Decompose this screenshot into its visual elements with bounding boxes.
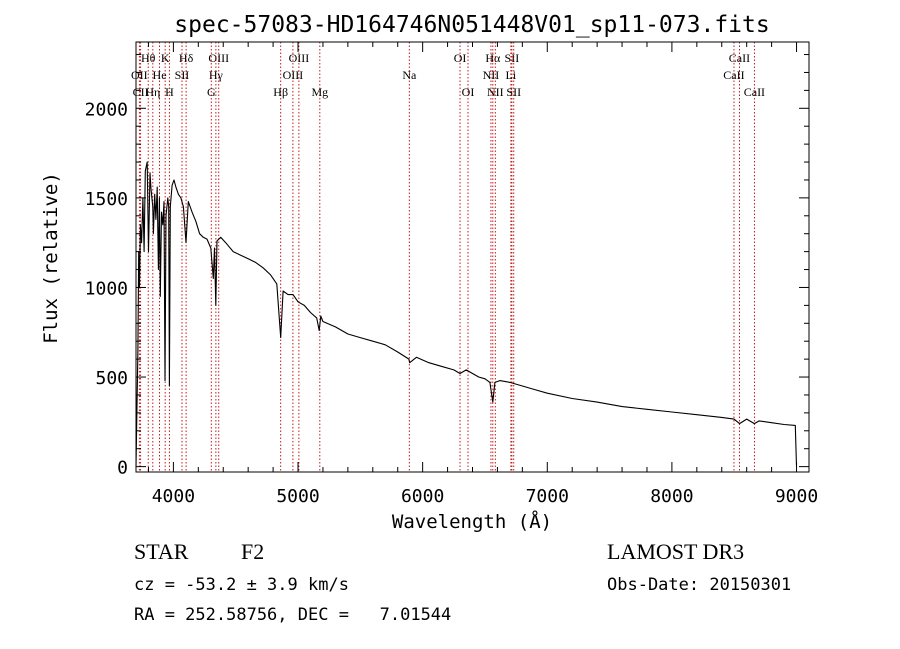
y-axis-label: Flux (relative) — [40, 172, 62, 344]
spectral-line-label-5: K — [161, 51, 170, 65]
spectral-line-label-22: SII — [505, 51, 520, 65]
spectral-line-label-21: NII — [487, 85, 504, 99]
object-class: STAR — [134, 539, 189, 564]
spectral-line-label-26: CaII — [723, 68, 744, 82]
x-tick-label-1: 5000 — [276, 486, 319, 507]
spectral-line-label-8: Hδ — [179, 51, 194, 65]
spectral-line-label-25: CaII — [729, 51, 750, 65]
spectral-line-label-7: SII — [175, 68, 190, 82]
spectral-line-label-16: Na — [402, 68, 417, 82]
x-tick-label-3: 7000 — [526, 486, 569, 507]
plot-frame — [135, 41, 810, 473]
survey-name: LAMOST DR3 — [607, 539, 744, 564]
spectral-line-label-10: Hγ — [209, 68, 224, 82]
spectral-line-label-15: Mg — [311, 85, 328, 99]
spectral-line-label-6: H — [165, 85, 174, 99]
spectral-line-label-24: SII — [506, 85, 521, 99]
x-tick-label-2: 6000 — [401, 486, 444, 507]
spectral-line-label-14: OIII — [289, 51, 310, 65]
spectral-line-label-23: Li — [506, 68, 517, 82]
spectral-line-label-27: CaII — [744, 85, 765, 99]
spectral-line-label-17: OI — [454, 51, 467, 65]
spectral-line-label-4: Hη — [145, 85, 160, 99]
y-tick-label-3: 1500 — [85, 189, 128, 210]
y-tick-label-4: 2000 — [85, 99, 128, 120]
series-layer — [135, 161, 798, 467]
spectral-line-label-9: OIII — [208, 51, 229, 65]
coordinates: RA = 252.58756, DEC = 7.01544 — [134, 605, 451, 625]
spectral-line-label-11: G — [207, 85, 216, 99]
spectral-line-label-2: CII — [133, 85, 149, 99]
spectral-line-label-12: Hβ — [273, 85, 288, 99]
chart-title: spec-57083-HD164746N051448V01_sp11-073.f… — [174, 12, 769, 38]
axes-layer: 4000 5000 6000 7000 8000 9000 0 500 1000 1500 2000 — [85, 42, 818, 507]
object-subclass: F2 — [241, 539, 264, 564]
spectral-line-label-19: Hα — [485, 51, 501, 65]
redshift-cz: cz = -53.2 ± 3.9 km/s — [134, 575, 349, 595]
series-line-0 — [135, 161, 798, 467]
spectral-line-label-13: OIII — [283, 68, 304, 82]
x-tick-label-4: 8000 — [650, 486, 693, 507]
spectral-line-label-0: Hθ — [141, 51, 156, 65]
spectral-line-label-20: NII — [483, 68, 500, 82]
x-axis-label: Wavelength (Å) — [392, 510, 552, 533]
y-tick-label-0: 0 — [117, 458, 128, 479]
y-tick-label-2: 1000 — [85, 278, 128, 299]
spectral-line-label-18: OI — [462, 85, 475, 99]
obs-date: Obs-Date: 20150301 — [607, 575, 791, 595]
y-tick-label-1: 500 — [95, 368, 128, 389]
x-tick-label-5: 9000 — [775, 486, 818, 507]
spectral-line-label-1: OII — [131, 68, 148, 82]
x-tick-label-0: 4000 — [152, 486, 195, 507]
spectral-line-label-3: He — [153, 68, 167, 82]
